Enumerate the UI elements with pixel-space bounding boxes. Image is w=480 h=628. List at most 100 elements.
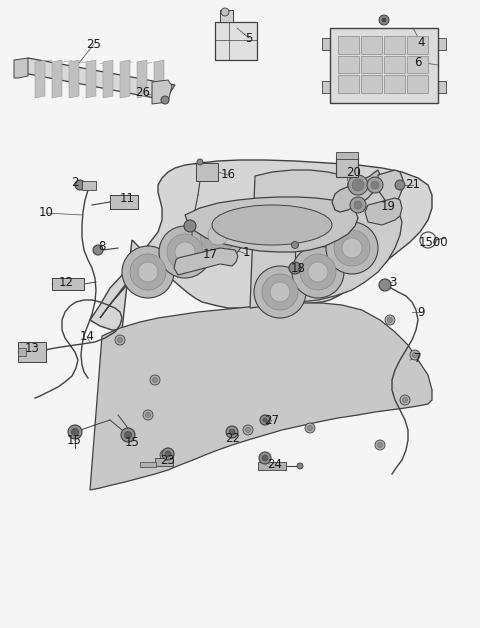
Circle shape (377, 443, 383, 448)
Text: 18: 18 (290, 261, 305, 274)
Text: 14: 14 (80, 330, 95, 344)
Circle shape (262, 455, 268, 461)
Polygon shape (137, 60, 147, 98)
Polygon shape (14, 58, 28, 78)
Bar (82, 181, 96, 190)
Text: 1500: 1500 (418, 237, 448, 249)
Text: 2: 2 (71, 175, 79, 188)
Polygon shape (100, 206, 228, 318)
Circle shape (150, 375, 160, 385)
Polygon shape (174, 248, 238, 275)
Circle shape (382, 18, 386, 22)
Text: 19: 19 (381, 200, 396, 214)
Circle shape (375, 440, 385, 450)
Bar (338, 75, 359, 93)
Text: 8: 8 (98, 241, 106, 254)
Polygon shape (18, 58, 175, 100)
Circle shape (226, 426, 238, 438)
Circle shape (260, 415, 270, 425)
Polygon shape (52, 60, 62, 98)
Circle shape (143, 410, 153, 420)
Text: 6: 6 (414, 55, 422, 68)
Ellipse shape (138, 262, 158, 282)
Polygon shape (185, 197, 358, 252)
Bar (322, 38, 332, 50)
Text: 1: 1 (242, 246, 250, 259)
Polygon shape (378, 170, 403, 205)
Circle shape (308, 426, 312, 431)
Bar (140, 462, 156, 467)
Bar (407, 36, 428, 53)
Circle shape (259, 452, 271, 464)
Circle shape (367, 177, 383, 193)
Text: 23: 23 (161, 455, 175, 467)
Circle shape (352, 179, 364, 191)
Bar (330, 28, 438, 103)
Text: 15: 15 (67, 433, 82, 447)
Bar (336, 157, 358, 177)
Polygon shape (250, 170, 402, 308)
Polygon shape (154, 60, 164, 98)
Polygon shape (69, 60, 79, 98)
Text: 15: 15 (125, 435, 139, 448)
Polygon shape (220, 10, 233, 22)
Circle shape (162, 448, 174, 460)
Polygon shape (120, 60, 130, 98)
Polygon shape (152, 80, 172, 104)
Circle shape (371, 181, 379, 189)
Ellipse shape (308, 262, 328, 282)
Circle shape (118, 337, 122, 342)
Circle shape (161, 96, 169, 104)
Bar (338, 36, 359, 53)
Bar (384, 36, 405, 53)
Polygon shape (35, 60, 45, 98)
Ellipse shape (342, 238, 362, 258)
Circle shape (297, 463, 303, 469)
Circle shape (229, 429, 235, 435)
Bar (407, 75, 428, 93)
Circle shape (160, 450, 170, 460)
Circle shape (145, 413, 151, 418)
Text: 22: 22 (226, 431, 240, 445)
Circle shape (387, 318, 393, 323)
Circle shape (121, 428, 135, 442)
Circle shape (243, 425, 253, 435)
Circle shape (153, 377, 157, 382)
Text: 9: 9 (417, 305, 425, 318)
Circle shape (305, 423, 315, 433)
Polygon shape (90, 160, 432, 330)
Text: 27: 27 (264, 413, 279, 426)
Ellipse shape (292, 246, 344, 298)
Text: 3: 3 (389, 276, 396, 288)
Circle shape (263, 418, 267, 422)
Bar (322, 81, 332, 93)
Circle shape (379, 15, 389, 25)
Ellipse shape (300, 254, 336, 290)
Polygon shape (332, 170, 380, 212)
Circle shape (289, 262, 301, 274)
Circle shape (93, 245, 103, 255)
Bar (18, 342, 46, 362)
Text: 25: 25 (86, 38, 101, 50)
Circle shape (72, 428, 79, 435)
Ellipse shape (200, 217, 236, 253)
Bar (196, 163, 218, 181)
Circle shape (68, 425, 82, 439)
Polygon shape (90, 303, 432, 490)
Ellipse shape (334, 230, 370, 266)
Ellipse shape (212, 205, 332, 245)
Ellipse shape (254, 266, 306, 318)
Circle shape (403, 398, 408, 403)
Circle shape (165, 451, 171, 457)
Circle shape (221, 8, 229, 16)
Circle shape (197, 159, 203, 165)
Ellipse shape (167, 234, 203, 270)
Bar (336, 152, 358, 159)
Circle shape (385, 315, 395, 325)
Bar (18, 348, 26, 356)
Circle shape (75, 180, 85, 190)
Bar (110, 195, 138, 209)
Text: 10: 10 (38, 207, 53, 220)
Bar (407, 56, 428, 73)
Circle shape (412, 352, 418, 357)
